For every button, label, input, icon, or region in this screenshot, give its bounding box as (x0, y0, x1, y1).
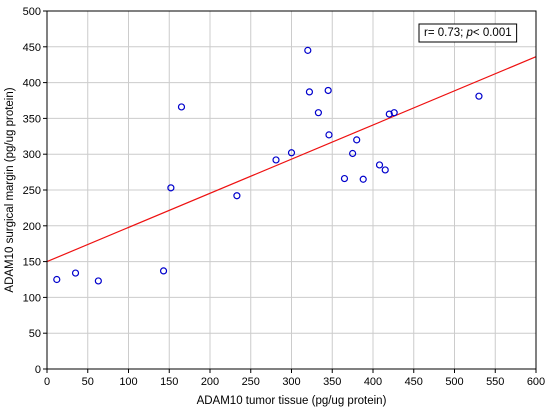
data-point (340, 174, 349, 183)
data-point (159, 267, 168, 275)
data-point (475, 92, 483, 100)
data-point (381, 166, 389, 174)
x-tick-label: 150 (160, 376, 178, 388)
x-tick-label: 600 (527, 376, 545, 388)
x-tick-label: 400 (364, 376, 382, 388)
data-point (390, 109, 398, 117)
data-point (324, 86, 332, 95)
annotation-prefix: r= 0.73; (424, 27, 467, 39)
y-tick-labels: 0 50 100 150 200 250 300 350 400 450 500 (23, 6, 47, 376)
y-tick-label: 150 (23, 257, 41, 269)
y-tick-label: 200 (23, 221, 41, 233)
x-tick-label: 500 (445, 376, 463, 388)
data-point (233, 192, 241, 200)
y-tick-label: 450 (23, 42, 41, 54)
regression-line-group (46, 56, 537, 263)
x-tick-label: 0 (44, 376, 50, 388)
regression-line (46, 56, 537, 263)
data-point (53, 275, 61, 284)
annotation-box (418, 23, 518, 43)
correlation-annotation: r= 0.73; p< 0.001 (418, 23, 518, 43)
y-tick-label: 350 (23, 113, 41, 125)
data-point (359, 175, 367, 183)
y-tick-label: 300 (23, 149, 41, 161)
y-tick-label: 100 (23, 292, 41, 304)
data-point (272, 156, 280, 164)
data-point (385, 110, 393, 118)
x-tick-label: 350 (323, 376, 341, 388)
x-tick-label: 450 (405, 376, 423, 388)
y-tick-label: 0 (35, 364, 41, 376)
y-tick-label: 500 (23, 6, 41, 18)
x-tick-label: 250 (242, 376, 260, 388)
data-point (375, 161, 384, 169)
data-point (305, 88, 314, 96)
data-points (53, 46, 483, 285)
data-point (304, 46, 312, 54)
data-point (177, 103, 186, 111)
y-tick-label: 250 (23, 185, 41, 197)
data-point (314, 109, 322, 117)
data-point (287, 149, 296, 157)
x-tick-label: 550 (486, 376, 504, 388)
data-point (353, 136, 361, 144)
x-tick-label: 50 (82, 376, 94, 388)
x-tick-label: 100 (119, 376, 137, 388)
grid-lines (46, 10, 537, 370)
x-axis-title: ADAM10 tumor tissue (pg/ug protein) (197, 395, 387, 407)
x-tick-label: 200 (201, 376, 219, 388)
data-point (94, 277, 102, 285)
y-axis-title: ADAM10 surgical margin (pg/ug protein) (4, 87, 16, 292)
data-point (167, 184, 175, 192)
data-point (325, 131, 333, 139)
x-tick-labels: 0 50 100 150 200 250 300 350 400 450 500 550 600 (44, 369, 545, 388)
data-point (349, 149, 357, 158)
x-tick-label: 300 (282, 376, 300, 388)
annotation-italic: p (466, 27, 474, 39)
y-tick-label: 400 (23, 78, 41, 90)
data-point (71, 269, 80, 277)
annotation-suffix: < 0.001 (473, 27, 512, 39)
annotation-text: r= 0.73; p< 0.001 (424, 27, 512, 39)
y-tick-label: 50 (29, 328, 41, 340)
